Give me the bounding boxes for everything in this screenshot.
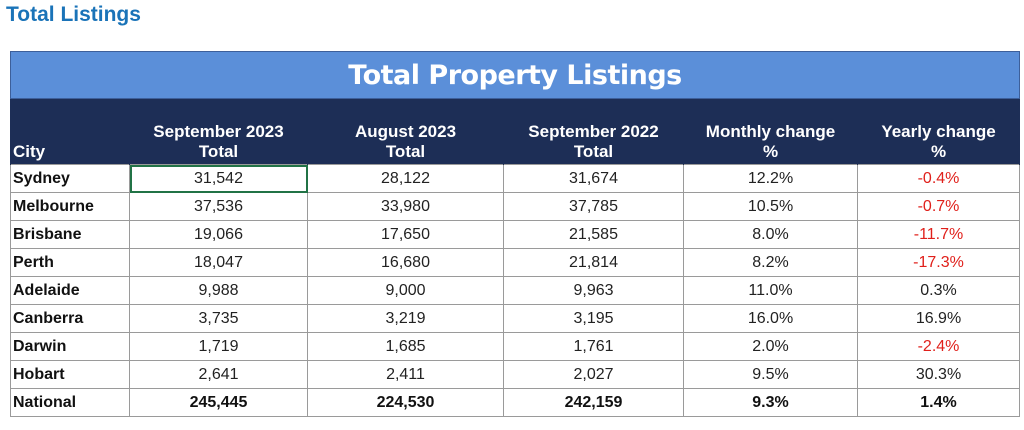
cell-city[interactable]: Melbourne <box>10 192 130 221</box>
cell-aug-2023[interactable]: 3,219 <box>307 304 504 333</box>
cell-aug-2023[interactable]: 28,122 <box>307 164 504 193</box>
cell-city[interactable]: Perth <box>10 248 130 277</box>
table-row: Perth 18,047 16,680 21,814 8.2% -17.3% <box>10 248 1020 277</box>
header-line1: Monthly change <box>705 122 836 141</box>
cell-aug-2023[interactable]: 2,411 <box>307 360 504 389</box>
cell-yearly-change[interactable]: -17.3% <box>857 248 1020 277</box>
cell-sep-2023[interactable]: 18,047 <box>129 248 308 277</box>
header-city: City <box>10 98 130 165</box>
cell-sep-2023[interactable]: 1,719 <box>129 332 308 361</box>
header-sep-2023: September 2023 Total <box>129 98 308 165</box>
cell-monthly-change[interactable]: 10.5% <box>683 192 858 221</box>
cell-yearly-change[interactable]: -0.7% <box>857 192 1020 221</box>
cell-aug-2023[interactable]: 9,000 <box>307 276 504 305</box>
cell-sep-2023[interactable]: 3,735 <box>129 304 308 333</box>
cell-sep-2022[interactable]: 3,195 <box>503 304 684 333</box>
header-line1: September 2023 <box>153 122 284 141</box>
header-aug-2023: August 2023 Total <box>307 98 504 165</box>
cell-sep-2022[interactable]: 9,963 <box>503 276 684 305</box>
column-header-row: City September 2023 Total August 2023 To… <box>10 98 1020 165</box>
cell-sep-2022[interactable]: 21,814 <box>503 248 684 277</box>
cell-yearly-change[interactable]: 1.4% <box>857 388 1020 417</box>
cell-city[interactable]: Adelaide <box>10 276 130 305</box>
listings-table: Total Property Listings City September 2… <box>10 51 1020 417</box>
header-line2: % <box>762 142 779 161</box>
cell-yearly-change[interactable]: 0.3% <box>857 276 1020 305</box>
cell-sep-2022[interactable]: 242,159 <box>503 388 684 417</box>
page-heading: Total Listings <box>6 3 141 26</box>
table-row: Brisbane 19,066 17,650 21,585 8.0% -11.7… <box>10 220 1020 249</box>
header-line2: % <box>930 142 947 161</box>
cell-sep-2022[interactable]: 21,585 <box>503 220 684 249</box>
table-title-row: Total Property Listings <box>10 51 1020 99</box>
header-sep-2022: September 2022 Total <box>503 98 684 165</box>
cell-sep-2023[interactable]: 245,445 <box>129 388 308 417</box>
cell-yearly-change[interactable]: -11.7% <box>857 220 1020 249</box>
cell-monthly-change[interactable]: 2.0% <box>683 332 858 361</box>
cell-sep-2022[interactable]: 1,761 <box>503 332 684 361</box>
cell-monthly-change[interactable]: 12.2% <box>683 164 858 193</box>
cell-city[interactable]: Sydney <box>10 164 130 193</box>
header-line2: Total <box>385 142 426 161</box>
table-row: Sydney 31,542 28,122 31,674 12.2% -0.4% <box>10 164 1020 193</box>
cell-sep-2023[interactable]: 37,536 <box>129 192 308 221</box>
cell-city[interactable]: Canberra <box>10 304 130 333</box>
header-monthly-change: Monthly change % <box>683 98 858 165</box>
table-row: Darwin 1,719 1,685 1,761 2.0% -2.4% <box>10 332 1020 361</box>
cell-city[interactable]: National <box>10 388 130 417</box>
table-row: Hobart 2,641 2,411 2,027 9.5% 30.3% <box>10 360 1020 389</box>
cell-monthly-change[interactable]: 9.3% <box>683 388 858 417</box>
cell-yearly-change[interactable]: -2.4% <box>857 332 1020 361</box>
cell-aug-2023[interactable]: 17,650 <box>307 220 504 249</box>
cell-sep-2022[interactable]: 37,785 <box>503 192 684 221</box>
header-line2: Total <box>198 142 239 161</box>
table-row: Adelaide 9,988 9,000 9,963 11.0% 0.3% <box>10 276 1020 305</box>
national-total-row: National 245,445 224,530 242,159 9.3% 1.… <box>10 388 1020 417</box>
table-title: Total Property Listings <box>10 51 1020 99</box>
cell-sep-2023[interactable]: 31,542 <box>129 164 308 193</box>
cell-yearly-change[interactable]: -0.4% <box>857 164 1020 193</box>
cell-monthly-change[interactable]: 8.2% <box>683 248 858 277</box>
cell-sep-2022[interactable]: 31,674 <box>503 164 684 193</box>
header-city-label: City <box>13 142 46 161</box>
cell-sep-2023[interactable]: 9,988 <box>129 276 308 305</box>
table-row: Melbourne 37,536 33,980 37,785 10.5% -0.… <box>10 192 1020 221</box>
cell-city[interactable]: Darwin <box>10 332 130 361</box>
cell-yearly-change[interactable]: 30.3% <box>857 360 1020 389</box>
header-line1: September 2022 <box>528 122 659 141</box>
cell-yearly-change[interactable]: 16.9% <box>857 304 1020 333</box>
cell-aug-2023[interactable]: 16,680 <box>307 248 504 277</box>
cell-monthly-change[interactable]: 9.5% <box>683 360 858 389</box>
cell-sep-2022[interactable]: 2,027 <box>503 360 684 389</box>
header-line2: Total <box>573 142 614 161</box>
table-row: Canberra 3,735 3,219 3,195 16.0% 16.9% <box>10 304 1020 333</box>
cell-aug-2023[interactable]: 224,530 <box>307 388 504 417</box>
cell-monthly-change[interactable]: 8.0% <box>683 220 858 249</box>
cell-city[interactable]: Brisbane <box>10 220 130 249</box>
header-line1: August 2023 <box>354 122 457 141</box>
table-body: Sydney 31,542 28,122 31,674 12.2% -0.4% … <box>10 164 1020 417</box>
cell-aug-2023[interactable]: 1,685 <box>307 332 504 361</box>
cell-city[interactable]: Hobart <box>10 360 130 389</box>
header-yearly-change: Yearly change % <box>857 98 1020 165</box>
cell-sep-2023[interactable]: 19,066 <box>129 220 308 249</box>
cell-sep-2023[interactable]: 2,641 <box>129 360 308 389</box>
cell-monthly-change[interactable]: 16.0% <box>683 304 858 333</box>
listings-table-container: Total Property Listings City September 2… <box>10 51 1020 417</box>
header-line1: Yearly change <box>881 122 996 141</box>
cell-monthly-change[interactable]: 11.0% <box>683 276 858 305</box>
cell-aug-2023[interactable]: 33,980 <box>307 192 504 221</box>
